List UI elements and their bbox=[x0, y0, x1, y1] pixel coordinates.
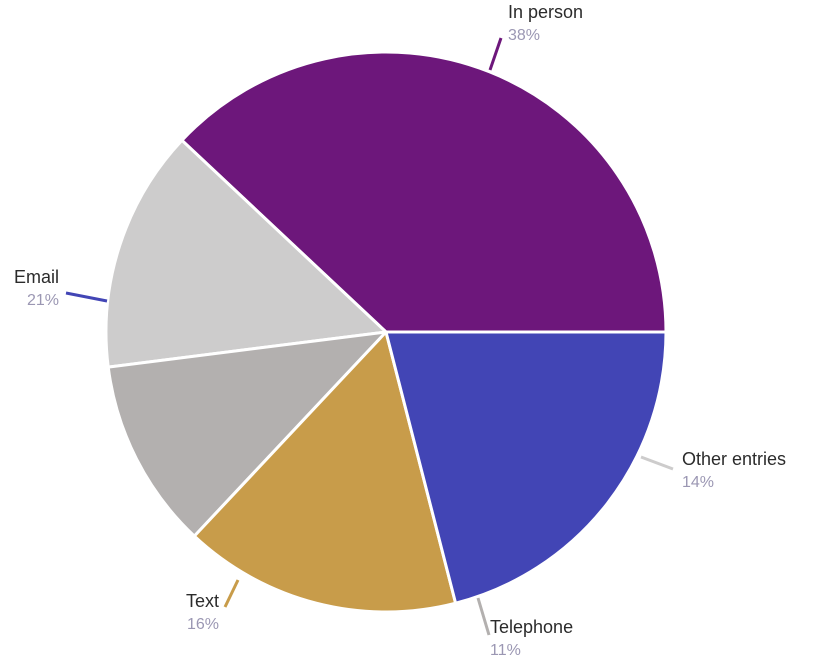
slice-value-label-other-entries: 14% bbox=[682, 474, 714, 491]
slice-value-label-telephone: 11% bbox=[490, 642, 521, 659]
pie-slice-telephone bbox=[106, 330, 388, 538]
pie-slice-email bbox=[384, 330, 668, 605]
leader-line-other-entries bbox=[640, 455, 674, 471]
leader-line-telephone bbox=[476, 597, 491, 636]
slice-value-label-text: 16% bbox=[187, 616, 219, 633]
leader-line-text bbox=[223, 579, 240, 608]
pie-slice-text bbox=[192, 330, 458, 614]
slice-label-telephone: Telephone bbox=[490, 617, 573, 637]
slice-value-label-in-person: 38% bbox=[508, 27, 540, 44]
slice-label-email: Email bbox=[14, 267, 59, 287]
pie-slice-other-entries bbox=[104, 138, 388, 369]
leader-line-in-person bbox=[488, 37, 503, 71]
slice-label-other-entries: Other entries bbox=[682, 449, 786, 469]
labels-layer: In person 38% Other entries 14% Telephone 11%… bbox=[14, 2, 786, 659]
leader-lines-layer bbox=[65, 37, 674, 636]
leader-line-email bbox=[65, 291, 108, 303]
pie-slice-in-person bbox=[180, 50, 668, 334]
slice-label-text: Text bbox=[186, 591, 219, 611]
slice-label-in-person: In person bbox=[508, 2, 583, 22]
slice-value-label-email: 21% bbox=[27, 292, 59, 309]
slices-layer bbox=[104, 50, 668, 614]
